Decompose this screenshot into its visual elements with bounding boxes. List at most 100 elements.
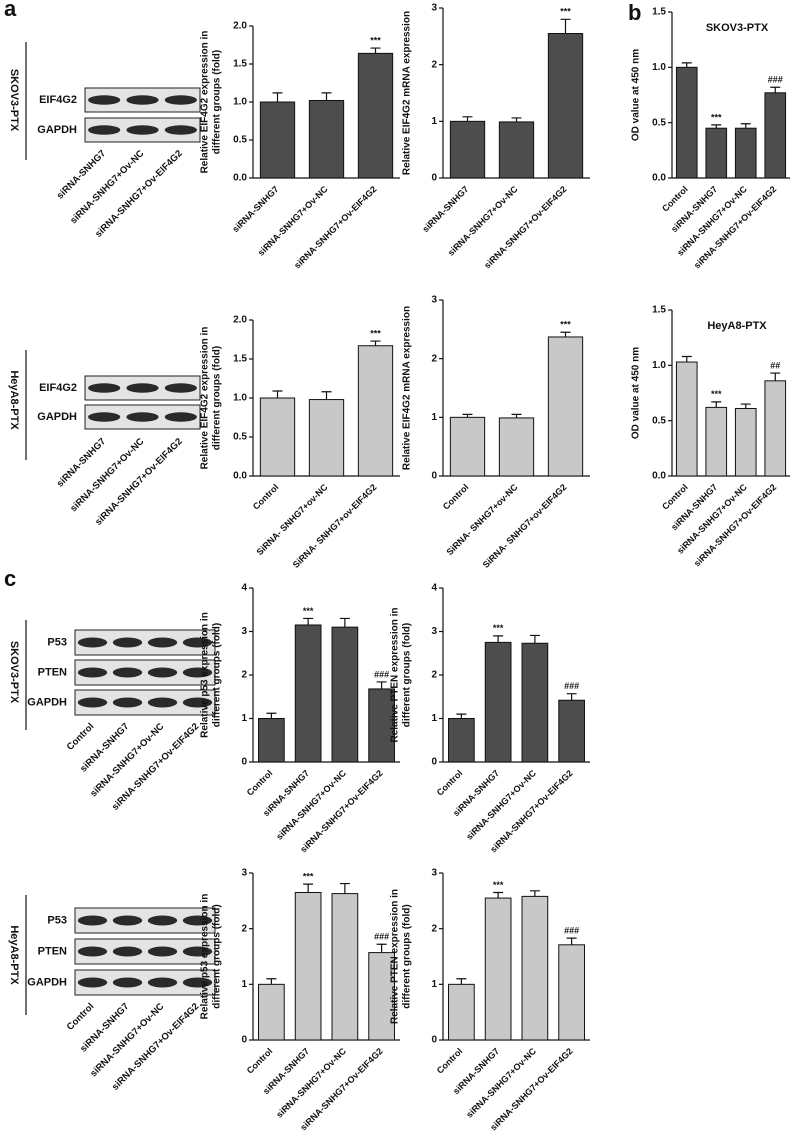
y-axis-label: Relative EIF4G2 mRNA expression xyxy=(402,306,413,470)
band-label: EIF4G2 xyxy=(39,94,77,106)
error-bar xyxy=(681,62,692,68)
bar xyxy=(357,345,394,477)
error-bar xyxy=(456,978,467,985)
bar xyxy=(259,101,296,179)
bar xyxy=(484,641,512,763)
y-tick-label: 4 xyxy=(431,583,437,594)
blot-band xyxy=(182,915,213,926)
x-tick-label: siRNA-SNHG7+Ov-NC xyxy=(464,1046,538,1120)
blot-band xyxy=(147,637,178,648)
bar xyxy=(705,406,728,477)
y-tick-label: 2 xyxy=(431,670,437,681)
error-bar xyxy=(376,943,387,953)
lane-label: siRNA-SNHG7+Ov-NC xyxy=(68,148,146,226)
blot-band xyxy=(88,125,121,135)
bar xyxy=(294,624,322,763)
x-tick-label: siRNA-SNHG7+Ov-EIF4G2 xyxy=(292,184,378,270)
x-tick-label: SiRNA- SNHG7+ov-EIF4G2 xyxy=(481,482,569,570)
significance-label: ### xyxy=(564,926,579,936)
error-bar xyxy=(511,413,522,418)
blot-band xyxy=(182,637,213,648)
bar xyxy=(308,99,345,179)
bar xyxy=(294,891,322,1041)
significance-label: ### xyxy=(768,75,783,85)
bar xyxy=(448,718,475,763)
error-bar xyxy=(740,403,751,409)
band-label: EIF4G2 xyxy=(39,382,77,394)
bar xyxy=(675,361,698,477)
y-tick-label: 1.0 xyxy=(233,393,247,404)
significance-label: ### xyxy=(374,932,389,942)
x-tick-label: Control xyxy=(435,768,465,798)
significance-label: ### xyxy=(564,681,579,691)
error-bar xyxy=(370,340,381,346)
cell-line-label: SKOV3-PTX xyxy=(8,69,20,132)
lane-label: Control xyxy=(65,721,97,753)
bar xyxy=(521,895,549,1041)
x-tick-label: siRNA-SNHG7 xyxy=(420,184,470,234)
x-tick-label: Control xyxy=(251,482,281,512)
y-tick-label: 1.5 xyxy=(233,354,247,365)
y-tick-label: 1 xyxy=(431,713,437,724)
bar xyxy=(258,718,285,763)
bar xyxy=(331,626,359,763)
x-tick-label: Control xyxy=(245,768,275,798)
y-tick-label: 3 xyxy=(241,626,247,637)
chart-title: HeyA8-PTX xyxy=(707,320,767,332)
y-tick-label: 0.5 xyxy=(233,432,247,443)
blot-band xyxy=(126,412,159,422)
blot-band xyxy=(164,412,197,422)
y-tick-label: 0 xyxy=(431,471,437,482)
error-bar xyxy=(493,635,504,643)
significance-label: *** xyxy=(493,623,504,633)
y-tick-label: 0 xyxy=(431,1035,437,1046)
error-bar xyxy=(266,978,277,985)
blot-band xyxy=(147,667,178,678)
band-label: PTEN xyxy=(38,945,67,957)
y-tick-label: 0 xyxy=(241,1035,247,1046)
y-tick-label: 1 xyxy=(431,979,437,990)
blot-band xyxy=(77,977,108,988)
significance-label: *** xyxy=(711,389,722,399)
band-label: PTEN xyxy=(38,666,67,678)
blot-band xyxy=(147,946,178,957)
error-bar xyxy=(529,890,540,897)
error-bar xyxy=(370,47,381,54)
bar xyxy=(449,416,486,477)
error-bar xyxy=(339,882,350,894)
chart-title: SKOV3-PTX xyxy=(706,22,769,34)
y-tick-label: 2 xyxy=(431,59,437,70)
blot-band xyxy=(112,946,143,957)
bar xyxy=(547,336,584,477)
bar xyxy=(764,92,787,179)
y-tick-label: 2 xyxy=(431,353,437,364)
blot-band xyxy=(112,667,143,678)
bar xyxy=(498,417,535,477)
y-tick-label: 1.0 xyxy=(652,360,666,371)
y-axis-label: OD value at 450 nm xyxy=(631,49,642,141)
lane-label: siRNA-SNHG7+Ov-NC xyxy=(68,436,146,514)
bar xyxy=(448,983,475,1041)
blot-band xyxy=(88,383,121,393)
bar xyxy=(357,52,394,179)
x-tick-label: siRNA-SNHG7+Ov-NC xyxy=(464,768,538,842)
significance-label: *** xyxy=(303,872,314,882)
blot-band xyxy=(112,977,143,988)
blot-band xyxy=(126,95,159,105)
bar xyxy=(258,983,285,1041)
y-axis-label: different groups (fold) xyxy=(402,904,413,1008)
error-bar xyxy=(272,92,283,102)
error-bar xyxy=(740,123,751,129)
error-bar xyxy=(266,712,277,719)
panel-label: b xyxy=(628,0,641,25)
blot-band xyxy=(182,977,213,988)
error-bar xyxy=(303,883,314,893)
error-bar xyxy=(560,18,571,34)
error-bar xyxy=(493,891,504,899)
bar xyxy=(547,33,584,179)
bar xyxy=(734,407,757,477)
y-axis-label: different groups (fold) xyxy=(212,50,223,154)
bar xyxy=(764,380,787,477)
bar xyxy=(675,66,698,179)
blot-band xyxy=(182,697,213,708)
